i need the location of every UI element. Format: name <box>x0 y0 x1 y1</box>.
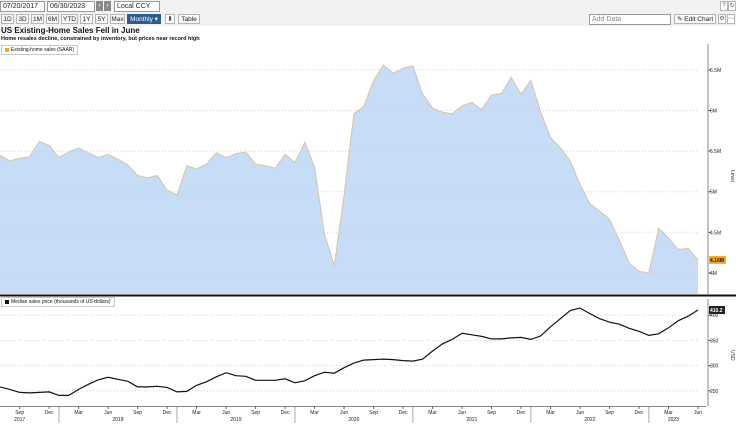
price-legend: Median sales price (thousands of US doll… <box>1 297 115 307</box>
help-icon[interactable]: ? <box>720 1 728 11</box>
x-year-label: 2021 <box>466 417 477 423</box>
price-last-value-label: 410.2 <box>710 308 723 314</box>
x-year-label: 2022 <box>584 417 595 423</box>
range-button-1y[interactable]: 1Y <box>80 14 93 24</box>
x-month-label: Jun <box>694 410 702 416</box>
x-month-label: Dec <box>45 410 54 416</box>
sales-legend-label: Existing-home sales (SAAR) <box>11 47 75 53</box>
range-button-ytd[interactable]: YTD <box>61 14 78 24</box>
price-y-tick-label: 400 <box>710 313 719 319</box>
price-y-tick-label: 250 <box>710 389 719 395</box>
x-month-label: Jun <box>340 410 348 416</box>
sales-y-tick-label: 5.5M <box>710 149 721 155</box>
x-year-label: 2020 <box>348 417 359 423</box>
x-month-label: Dec <box>517 410 526 416</box>
x-year-label: 2019 <box>230 417 241 423</box>
x-month-label: Dec <box>281 410 290 416</box>
x-month-label: Dec <box>635 410 644 416</box>
x-month-label: Sep <box>133 410 142 416</box>
x-month-label: Mar <box>546 410 555 416</box>
sales-series-line <box>0 64 699 274</box>
x-year-label: 2023 <box>668 417 679 423</box>
chart-type-icon[interactable]: ▮ <box>165 14 175 24</box>
x-year-label: 2018 <box>112 417 123 423</box>
price-last-value-badge <box>709 306 725 315</box>
x-month-label: Mar <box>74 410 83 416</box>
share-icon[interactable]: ⋯ <box>727 14 735 24</box>
end-date-input[interactable]: 06/30/2023 <box>47 1 95 12</box>
sales-legend-swatch <box>5 47 9 52</box>
price-y-tick-label: 350 <box>710 338 719 344</box>
sales-last-value-badge <box>709 255 726 264</box>
edit-chart-button[interactable]: ✎ Edit Chart <box>674 14 716 24</box>
range-button-6m[interactable]: 6M <box>46 14 59 24</box>
chart-subtitle: Home resales decline, constrained by inv… <box>1 36 200 42</box>
x-month-label: Mar <box>428 410 437 416</box>
x-month-label: Mar <box>664 410 673 416</box>
sales-y-tick-label: 6M <box>710 109 717 115</box>
add-data-input[interactable]: Add Data <box>589 14 671 25</box>
previous-period-icon[interactable]: ‹ <box>96 1 103 11</box>
settings-gear-icon[interactable]: ⚙ <box>718 14 726 24</box>
start-date-input[interactable]: 07/20/2017 <box>0 1 45 12</box>
range-button-1m[interactable]: 1M <box>31 14 44 24</box>
x-month-label: Sep <box>369 410 378 416</box>
price-y-tick-label: 300 <box>710 364 719 370</box>
x-month-label: Mar <box>310 410 319 416</box>
x-month-label: Jun <box>222 410 230 416</box>
x-month-label: Sep <box>487 410 496 416</box>
sales-y-tick-label: 4M <box>710 271 717 277</box>
x-month-label: Sep <box>605 410 614 416</box>
x-month-label: Sep <box>251 410 260 416</box>
sales-y-axis-label: Level <box>729 170 735 182</box>
price-series-line <box>0 307 699 396</box>
x-month-label: Dec <box>163 410 172 416</box>
x-month-label: Mar <box>192 410 201 416</box>
next-period-icon[interactable]: › <box>104 1 111 11</box>
frequency-select[interactable]: Monthly ▾ <box>127 14 161 24</box>
x-month-label: Sep <box>15 410 24 416</box>
sales-last-value-label: 4.16M <box>710 258 724 264</box>
currency-select[interactable]: Local CCY <box>114 1 160 12</box>
range-button-max[interactable]: Max <box>110 14 125 24</box>
price-y-axis-label: USD <box>729 350 735 361</box>
x-month-label: Jun <box>104 410 112 416</box>
chart-title: US Existing-Home Sales Fell in June <box>1 26 140 35</box>
chart-toolbar: 07/20/2017 06/30/2023 ‹ › Local CCY 1D 3… <box>0 0 736 26</box>
x-month-label: Jun <box>576 410 584 416</box>
x-year-label: 2017 <box>14 417 25 423</box>
range-button-5y[interactable]: 5Y <box>95 14 108 24</box>
table-button[interactable]: Table <box>178 14 200 24</box>
range-button-3d[interactable]: 3D <box>16 14 29 24</box>
range-button-1d[interactable]: 1D <box>1 14 14 24</box>
price-legend-label: Median sales price (thousands of US doll… <box>11 299 111 305</box>
sales-legend: Existing-home sales (SAAR) <box>1 45 79 55</box>
x-month-label: Jun <box>458 410 466 416</box>
sales-area <box>0 65 698 294</box>
x-month-label: Dec <box>399 410 408 416</box>
sales-y-tick-label: 6.5M <box>710 68 721 74</box>
sales-y-tick-label: 4.5M <box>710 230 721 236</box>
price-legend-swatch <box>5 299 9 304</box>
sales-y-tick-label: 5M <box>710 190 717 196</box>
